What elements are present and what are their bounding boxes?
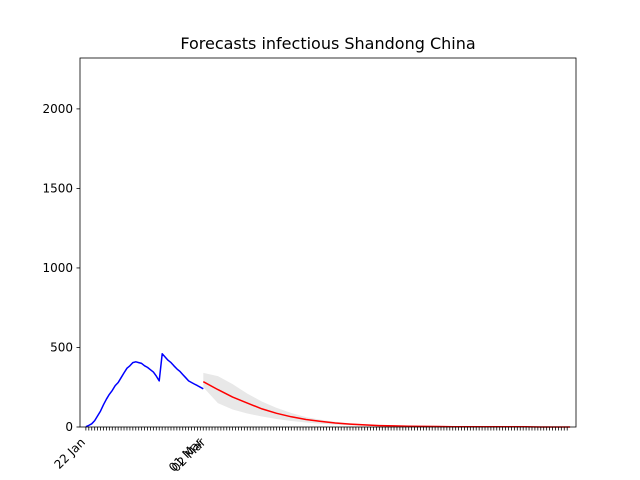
plot-frame [79, 57, 577, 428]
y-tick-label: 0 [65, 420, 73, 434]
y-tick-label: 1500 [42, 181, 73, 195]
y-tick-label: 1000 [42, 261, 73, 275]
confidence-band [203, 372, 571, 427]
series-layer [85, 353, 571, 428]
chart-title: Forecasts infectious Shandong China [180, 34, 475, 53]
y-tick-label: 500 [50, 340, 73, 354]
x-tick-label: 22 Jan [52, 435, 88, 471]
observed-line [85, 353, 204, 428]
forecast-uncertainty-band [203, 372, 571, 427]
y-tick-label: 2000 [42, 102, 73, 116]
